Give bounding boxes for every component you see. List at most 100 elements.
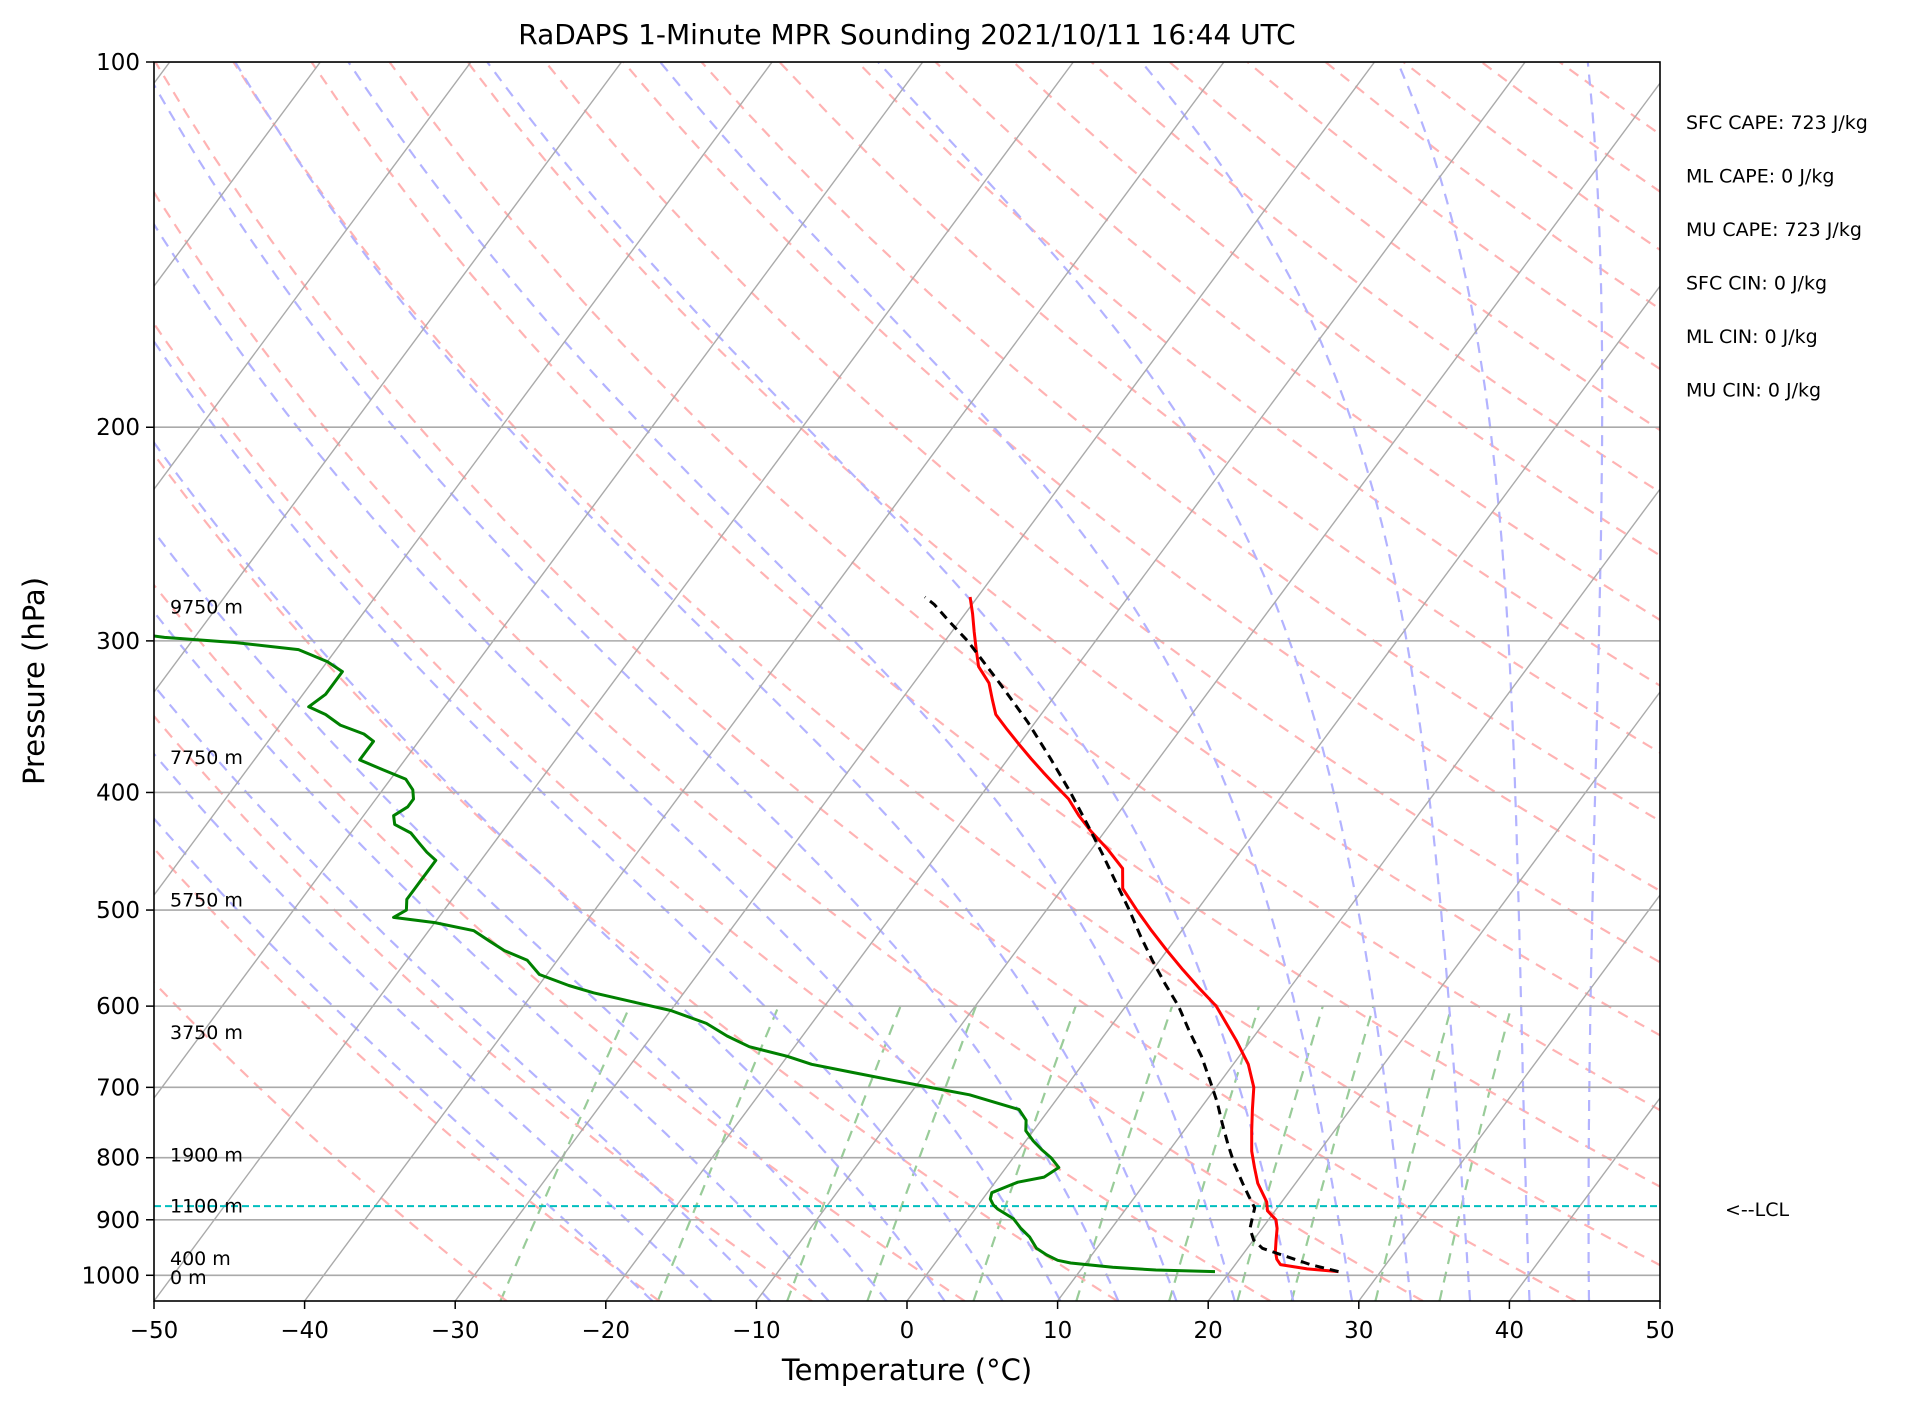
chart-title: RaDAPS 1-Minute MPR Sounding 2021/10/11 … bbox=[518, 18, 1295, 51]
mixing-ratio-line bbox=[1168, 1005, 1261, 1301]
dry-adiabat-line bbox=[154, 846, 660, 1301]
isotherm-line bbox=[1358, 893, 1660, 1301]
moist-adiabat-line bbox=[154, 222, 1062, 1301]
moist-adiabat-line bbox=[486, 62, 1295, 1301]
moist-adiabat-line bbox=[347, 62, 1236, 1301]
isotherm-line bbox=[1057, 487, 1660, 1301]
y-tick-label: 1000 bbox=[81, 1263, 140, 1289]
stability-index-text: ML CAPE: 0 J/kg bbox=[1686, 166, 1834, 188]
moist-adiabat-line bbox=[1586, 62, 1604, 1301]
isotherm-line bbox=[154, 62, 321, 288]
moist-adiabat-line bbox=[1140, 62, 1472, 1301]
isotherm-line bbox=[755, 82, 1660, 1301]
dry-adiabat-line bbox=[622, 62, 1660, 893]
mixing-ratio-line bbox=[1374, 1005, 1453, 1301]
x-tick-label: 10 bbox=[1043, 1318, 1072, 1344]
height-label: 3750 m bbox=[170, 1022, 243, 1044]
parcel-trace bbox=[923, 595, 1339, 1274]
stability-index-text: SFC CAPE: 723 J/kg bbox=[1686, 112, 1868, 134]
y-axis-ticks: 1000 900 800 700 600 500 400 300 200 100 bbox=[81, 50, 154, 1289]
x-tick-label: 20 bbox=[1194, 1318, 1223, 1344]
y-tick-label: 500 bbox=[96, 898, 140, 924]
y-tick-label: 600 bbox=[96, 994, 140, 1020]
height-labels: 9750 m 7750 m 5750 m 3750 m 1900 m 1100 m 400 … bbox=[170, 596, 243, 1288]
stability-indices: SFC CAPE: 723 J/kg ML CAPE: 0 J/kg MU CAPE… bbox=[1686, 112, 1868, 402]
isotherm-lines bbox=[154, 62, 1660, 1301]
dry-adiabat-line bbox=[154, 452, 1119, 1301]
dry-adiabat-line bbox=[154, 583, 966, 1301]
dewpoint-trace bbox=[154, 634, 1216, 1274]
isotherm-line bbox=[154, 62, 773, 897]
x-tick-label: 0 bbox=[900, 1318, 915, 1344]
mixing-ratio-line bbox=[866, 1005, 978, 1301]
moist-adiabat-line bbox=[154, 817, 654, 1301]
y-tick-label: 100 bbox=[96, 50, 140, 76]
moist-adiabat-line bbox=[154, 339, 1004, 1301]
height-label: 7750 m bbox=[170, 747, 243, 769]
x-tick-label: −40 bbox=[280, 1318, 329, 1344]
isotherm-line bbox=[154, 62, 623, 694]
x-tick-label: −10 bbox=[732, 1318, 781, 1344]
height-label: 0 m bbox=[170, 1267, 207, 1289]
moist-adiabat-line bbox=[154, 530, 888, 1301]
x-tick-label: 30 bbox=[1344, 1318, 1373, 1344]
height-label: 9750 m bbox=[170, 596, 243, 618]
isotherm-line bbox=[154, 62, 1074, 1301]
isotherm-line bbox=[304, 62, 1225, 1301]
stability-index-text: SFC CIN: 0 J/kg bbox=[1686, 273, 1827, 295]
stability-index-text: MU CIN: 0 J/kg bbox=[1686, 380, 1821, 402]
dry-adiabat-line bbox=[466, 62, 1660, 1037]
sounding-traces bbox=[154, 595, 1339, 1274]
isotherm-line bbox=[154, 62, 472, 491]
y-tick-label: 200 bbox=[96, 415, 140, 441]
lcl-label: <--LCL bbox=[1725, 1199, 1789, 1221]
dry-adiabat-line bbox=[778, 62, 1660, 754]
y-axis-label: Pressure (hPa) bbox=[17, 577, 51, 785]
moist-adiabat-line bbox=[154, 610, 830, 1301]
y-tick-label: 800 bbox=[96, 1146, 140, 1172]
isotherm-line bbox=[605, 62, 1526, 1301]
dry-adiabat-line bbox=[154, 62, 1577, 1301]
y-tick-label: 900 bbox=[96, 1208, 140, 1234]
moist-adiabat-line bbox=[154, 683, 771, 1301]
moist-adiabat-line bbox=[154, 82, 1120, 1301]
height-label: 1100 m bbox=[170, 1196, 243, 1218]
dry-adiabat-line bbox=[856, 62, 1660, 687]
isotherm-line bbox=[454, 62, 1376, 1301]
moist-adiabat-lines bbox=[154, 62, 1604, 1301]
plot-area bbox=[154, 62, 1660, 1301]
dry-adiabat-line bbox=[310, 62, 1660, 1188]
isotherm-line bbox=[906, 285, 1660, 1301]
y-tick-label: 300 bbox=[96, 629, 140, 655]
y-tick-label: 400 bbox=[96, 780, 140, 806]
mixing-ratio-line bbox=[1438, 1005, 1513, 1301]
x-tick-label: −50 bbox=[130, 1318, 179, 1344]
dry-adiabat-line bbox=[154, 980, 508, 1301]
temperature-trace bbox=[968, 596, 1339, 1274]
isotherm-line bbox=[1207, 690, 1660, 1301]
height-label: 400 m bbox=[170, 1248, 231, 1270]
x-tick-label: −20 bbox=[582, 1318, 631, 1344]
moist-adiabat-line bbox=[1396, 62, 1531, 1301]
x-axis-ticks: −50 −40 −30 −20 −10 0 10 20 30 40 50 bbox=[130, 1301, 1675, 1344]
isotherm-line bbox=[154, 62, 924, 1100]
moist-adiabat-line bbox=[154, 752, 713, 1301]
x-tick-label: −30 bbox=[431, 1318, 480, 1344]
mixing-ratio-line bbox=[499, 1005, 631, 1301]
x-tick-label: 50 bbox=[1645, 1318, 1674, 1344]
mixing-ratio-line bbox=[1236, 1005, 1324, 1301]
isobar-gridlines bbox=[154, 62, 1660, 1277]
mixing-ratio-line bbox=[786, 1005, 902, 1301]
height-label: 5750 m bbox=[170, 889, 243, 911]
x-axis-label: Temperature (°C) bbox=[781, 1353, 1032, 1387]
height-label: 1900 m bbox=[170, 1144, 243, 1166]
y-tick-label: 700 bbox=[96, 1075, 140, 1101]
mixing-ratio-line bbox=[972, 1005, 1077, 1301]
moist-adiabat-line bbox=[877, 62, 1412, 1301]
moist-adiabat-line bbox=[659, 62, 1354, 1301]
stability-index-text: ML CIN: 0 J/kg bbox=[1686, 326, 1818, 348]
stability-index-text: MU CAPE: 723 J/kg bbox=[1686, 219, 1862, 241]
dry-adiabat-line bbox=[232, 62, 1660, 1267]
dry-adiabat-line bbox=[544, 62, 1660, 964]
